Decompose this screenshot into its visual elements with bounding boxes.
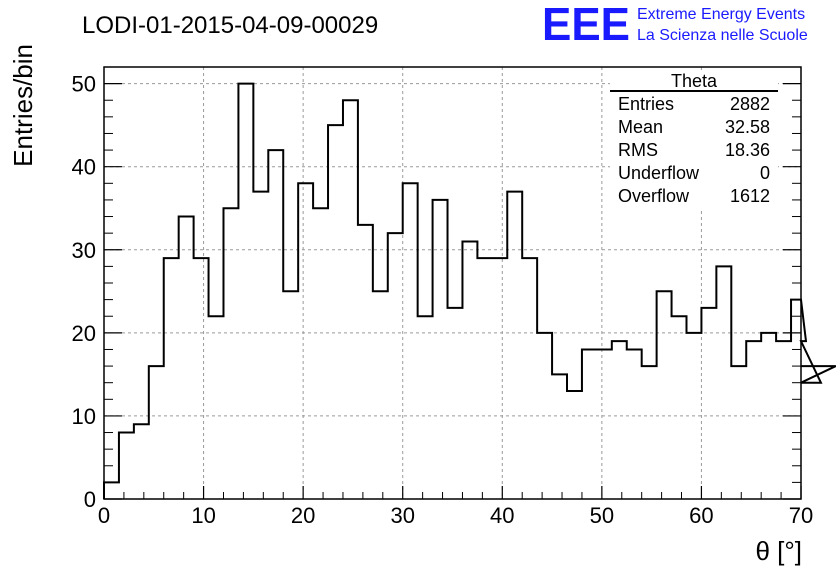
stats-label: RMS (618, 140, 658, 160)
stats-value: 18.36 (725, 140, 770, 160)
stats-label: Overflow (618, 186, 690, 206)
stats-label: Entries (618, 94, 674, 114)
histogram-series (103, 82, 836, 499)
x-tick-label: 0 (98, 503, 110, 528)
stats-value: 32.58 (725, 117, 770, 137)
x-tick-labels: 0 10 20 30 40 50 60 70 (98, 503, 813, 528)
stats-title: Theta (671, 71, 718, 91)
x-tick-label: 30 (390, 503, 414, 528)
logo-line1: Extreme Energy Events (637, 6, 805, 23)
y-tick-label: 40 (72, 155, 96, 180)
y-tick-labels: 0 10 20 30 40 50 (72, 72, 96, 512)
x-tick-label: 70 (789, 503, 813, 528)
y-tick-label: 20 (72, 321, 96, 346)
x-tick-label: 40 (490, 503, 514, 528)
logo-line2: La Scienza nelle Scuole (637, 27, 808, 44)
axis-ticks (103, 83, 802, 500)
stats-value: 2882 (730, 94, 770, 114)
chart-title: LODI-01-2015-04-09-00029 (82, 12, 378, 39)
stats-rows: Entries 2882 Mean 32.58 RMS 18.36 Underflow 0 Ov… (618, 94, 770, 206)
x-tick-label: 50 (590, 503, 614, 528)
stats-box-background (610, 70, 778, 208)
y-tick-label: 30 (72, 238, 96, 263)
x-tick-label: 60 (689, 503, 713, 528)
stats-value: 1612 (730, 186, 770, 206)
stats-label: Mean (618, 117, 663, 137)
y-tick-label: 10 (72, 404, 96, 429)
logo: EEE Extreme Energy Events La Scienza nel… (542, 0, 808, 50)
stats-value: 0 (760, 163, 770, 183)
x-tick-label: 20 (291, 503, 315, 528)
logo-mark: EEE (542, 0, 630, 50)
x-tick-label: 10 (191, 503, 215, 528)
stats-box: Theta Entries 2882 Mean 32.58 RMS 18.36 Underf… (610, 70, 778, 208)
y-tick-label: 0 (84, 487, 96, 512)
stats-label: Underflow (618, 163, 700, 183)
y-axis-label: Entries/bin (8, 44, 38, 167)
y-tick-label: 50 (72, 72, 96, 97)
x-axis-label: θ [°] (755, 536, 802, 566)
